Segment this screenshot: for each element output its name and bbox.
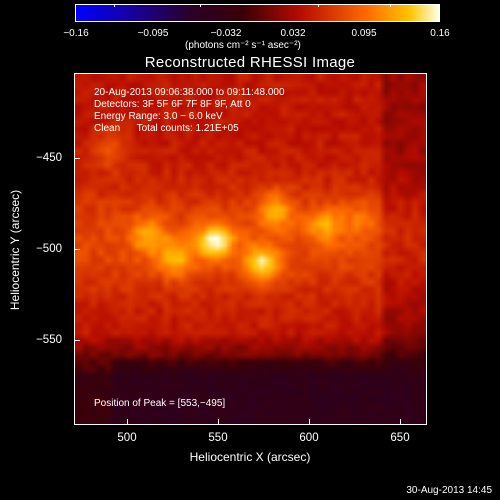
colorbar-tick-label: 0.095 — [351, 28, 377, 39]
heatmap-plot — [74, 73, 427, 425]
colorbar-unit-label: (photons cm⁻² s⁻¹ asec⁻²) — [185, 40, 301, 51]
x-tick-label: 600 — [299, 432, 319, 444]
y-tick-label: −500 — [36, 243, 62, 255]
x-axis-label: Heliocentric X (arcsec) — [189, 450, 311, 464]
y-tick-label: −550 — [36, 334, 62, 346]
x-tickmark — [127, 419, 128, 425]
colorbar-tickmark — [318, 4, 319, 7]
x-tick-label: 650 — [390, 432, 410, 444]
colorbar-tick-label: −0.16 — [63, 28, 89, 39]
y-tickmark — [74, 158, 80, 159]
method-counts-text: Clean Total counts: 1.21E+05 — [94, 123, 239, 134]
colorbar-tickmark — [200, 4, 201, 7]
colorbar-tick-label: 0.032 — [280, 28, 306, 39]
colorbar-tickmark — [390, 4, 391, 7]
time-range-text: 20‑Aug‑2013 09:06:38.000 to 09:11:48.000 — [94, 87, 285, 98]
x-tick-label: 550 — [208, 432, 228, 444]
colorbar — [75, 4, 440, 22]
colorbar-tickmark — [114, 4, 115, 7]
peak-position-text: Position of Peak = [553,−495] — [94, 398, 226, 409]
colorbar-tick-label: −0.032 — [210, 28, 242, 39]
heatmap-image — [75, 74, 426, 424]
x-tickmark — [309, 419, 310, 425]
colorbar-tick-label: 0.16 — [430, 28, 450, 39]
x-tickmark — [218, 419, 219, 425]
x-tick-label: 500 — [117, 432, 137, 444]
y-tickmark — [74, 340, 80, 341]
x-tickmark — [400, 419, 401, 425]
detectors-text: Detectors: 3F 5F 6F 7F 8F 9F, Att 0 — [94, 99, 251, 110]
colorbar-tick-label: −0.095 — [137, 28, 169, 39]
timestamp-footer: 30‑Aug‑2013 14:45 — [406, 485, 492, 496]
energy-range-text: Energy Range: 3.0 − 6.0 keV — [94, 111, 223, 122]
y-tick-label: −450 — [36, 152, 62, 164]
plot-title: Reconstructed RHESSI Image — [144, 54, 356, 71]
y-axis-label: Heliocentric Y (arcsec) — [8, 189, 23, 311]
y-tickmark — [74, 249, 80, 250]
